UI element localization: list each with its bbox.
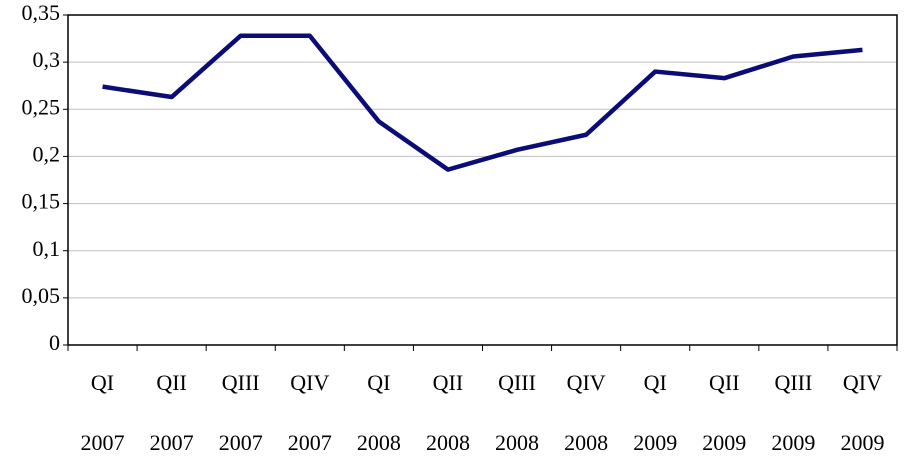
x-tick-label: QIII: [774, 370, 812, 395]
y-tick-label: 0,35: [22, 0, 61, 25]
x-tick-label: QII: [156, 370, 187, 395]
x-tick-label: QIII: [222, 370, 260, 395]
x-tick-label: 2008: [495, 430, 539, 455]
x-tick-label: 2008: [357, 430, 401, 455]
x-tick-label: 2008: [564, 430, 608, 455]
x-tick-label: 2009: [840, 430, 884, 455]
x-tick-label: 2008: [426, 430, 470, 455]
x-tick-label: QI: [644, 370, 667, 395]
y-tick-label: 0,05: [22, 283, 61, 308]
x-tick-label: 2009: [702, 430, 746, 455]
y-tick-label: 0: [49, 330, 60, 355]
plot-area: [68, 15, 897, 345]
y-tick-label: 0,15: [22, 189, 61, 214]
x-tick-label: 2007: [150, 430, 194, 455]
x-tick-label: QI: [367, 370, 390, 395]
x-tick-label: QIV: [843, 370, 882, 395]
x-tick-label: 2007: [219, 430, 263, 455]
y-tick-label: 0,1: [33, 236, 61, 261]
y-tick-label: 0,2: [33, 141, 61, 166]
data-line: [102, 33, 863, 172]
y-tick-label: 0,25: [22, 94, 61, 119]
x-tick-label: QIII: [498, 370, 536, 395]
x-tick-label: 2009: [771, 430, 815, 455]
x-tick-label: 2007: [288, 430, 332, 455]
y-tick-label: 0,3: [33, 47, 61, 72]
x-tick-label: QI: [91, 370, 114, 395]
x-tick-label: QII: [433, 370, 464, 395]
x-tick-label: QII: [709, 370, 740, 395]
x-tick-label: QIV: [290, 370, 329, 395]
x-tick-label: QIV: [567, 370, 606, 395]
x-tick-label: 2009: [633, 430, 677, 455]
x-tick-label: 2007: [81, 430, 125, 455]
